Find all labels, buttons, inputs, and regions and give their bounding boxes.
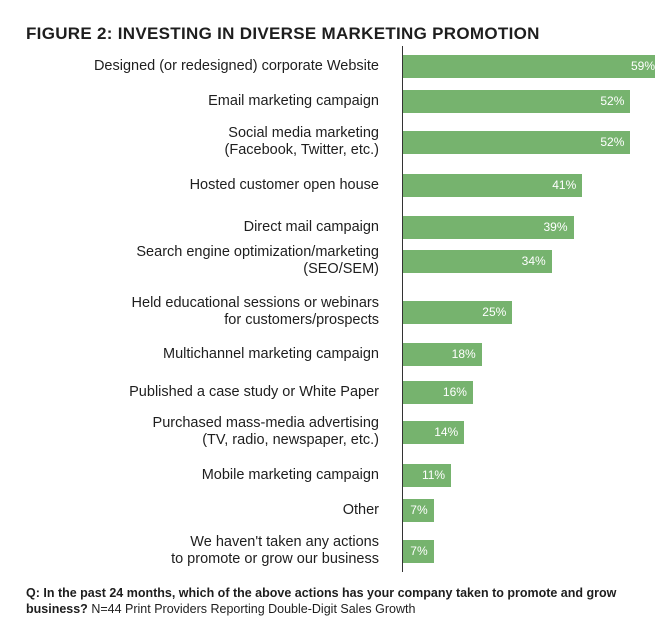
category-label: Email marketing campaign — [208, 92, 379, 109]
category-label: Designed (or redesigned) corporate Websi… — [93, 57, 379, 74]
bar-value-label: 25% — [482, 304, 507, 319]
bar — [403, 342, 482, 366]
footnote-question: Q: In the past 24 months, which of the a… — [26, 586, 617, 616]
category-label: Social media marketing (Facebook, Twitte… — [224, 125, 379, 158]
bar — [403, 54, 655, 78]
bar — [403, 89, 631, 113]
bar — [403, 463, 452, 487]
bar — [403, 380, 473, 404]
category-label: Multichannel marketing campaign — [163, 345, 379, 362]
bar-value-label: 11% — [421, 467, 446, 482]
category-label: Direct mail campaign — [243, 218, 379, 235]
category-label: Purchased mass-media advertising (TV, ra… — [152, 415, 379, 448]
bar — [403, 215, 574, 239]
chart-title: FIGURE 2: INVESTING IN DIVERSE MARKETING… — [26, 24, 540, 43]
category-label: We haven't taken any actions to promote … — [171, 534, 379, 567]
category-label: Search engine optimization/marketing (SE… — [136, 244, 379, 277]
bar-value-label: 16% — [442, 384, 467, 399]
footnote-source: N=44 Print Providers Reporting Double-Di… — [91, 602, 416, 616]
bar-value-label: 7% — [410, 543, 428, 558]
bar-value-label: 18% — [451, 346, 476, 361]
chart-footnote: Q: In the past 24 months, which of the a… — [26, 585, 626, 617]
bar-value-label: 59% — [630, 58, 655, 73]
bar-value-label: 14% — [434, 424, 459, 439]
category-label: Other — [342, 501, 379, 518]
bar-value-label: 52% — [600, 93, 625, 108]
bar — [403, 498, 434, 522]
bar — [403, 300, 513, 324]
category-label: Mobile marketing campaign — [201, 466, 379, 483]
bar-value-label: 7% — [410, 502, 428, 517]
bar-value-label: 41% — [552, 177, 577, 192]
y-axis-line — [402, 46, 403, 572]
bar-value-label: 39% — [543, 219, 568, 234]
bar — [403, 539, 434, 563]
bar-value-label: 34% — [521, 253, 546, 268]
category-label: Held educational sessions or webinars fo… — [131, 295, 379, 328]
bar-value-label: 52% — [600, 134, 625, 149]
category-label: Published a case study or White Paper — [129, 383, 379, 400]
bar — [403, 249, 552, 273]
bar — [403, 173, 583, 197]
bar — [403, 130, 631, 154]
category-label: Hosted customer open house — [189, 176, 379, 193]
bar — [403, 420, 465, 444]
